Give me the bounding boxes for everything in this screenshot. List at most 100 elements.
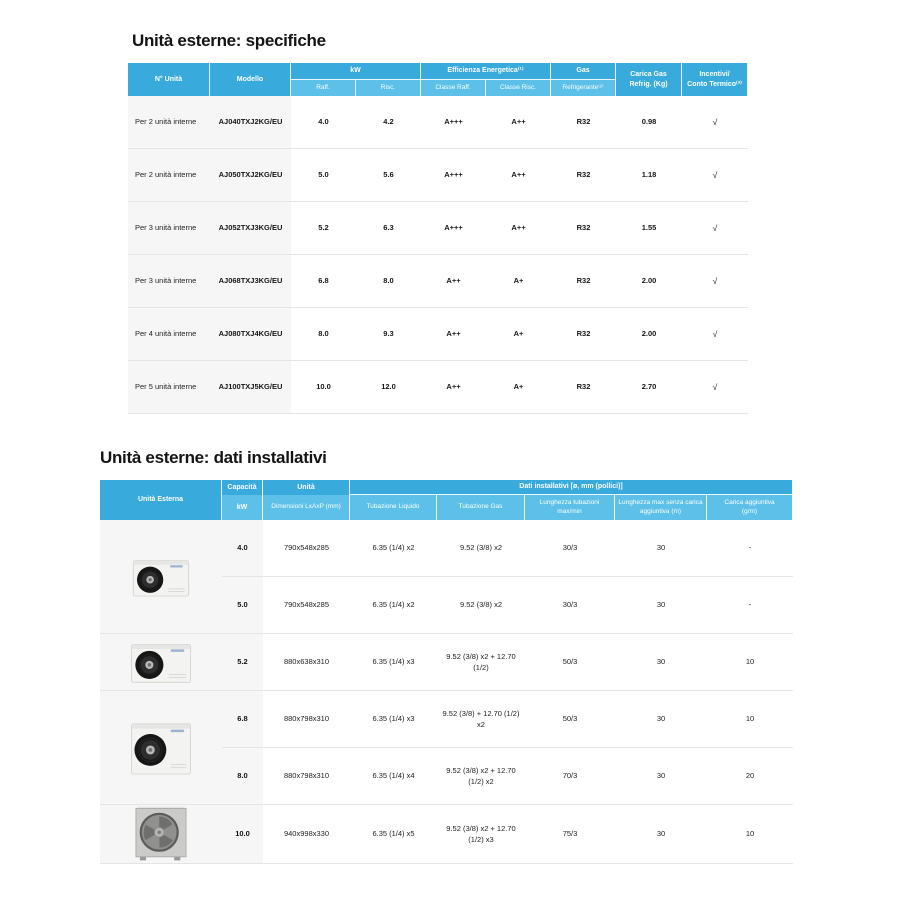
specs-table-row: Per 3 unità interne AJ068TXJ3KG/EU 6.8 8… — [128, 255, 748, 308]
tubazione-gas-value: 9.52 (3/8) x2 + 12.70 (1/2) x2 — [437, 748, 525, 805]
kw-raff-value: 8.0 — [291, 308, 356, 361]
col-header-incentivi: Incentivi/ Conto Termico⁽³⁾ — [682, 63, 748, 96]
col-header-carica-aggiuntiva: Carica aggiuntiva (g/m) — [707, 495, 794, 520]
tubazione-liquido-value: 6.35 (1/4) x5 — [350, 805, 437, 864]
tubazione-liquido-value: 6.35 (1/4) x2 — [350, 520, 437, 577]
tubazione-gas-value: 9.52 (3/8) x2 — [437, 577, 525, 634]
col-header-kw: kW — [222, 495, 263, 520]
outdoor-unit-image — [132, 805, 190, 863]
kw-risc-value: 6.3 — [356, 202, 421, 255]
install-table-row: 5.2 880x638x310 6.35 (1/4) x3 9.52 (3/8)… — [100, 634, 794, 691]
install-table-row: 8.0 880x798x310 6.35 (1/4) x4 9.52 (3/8)… — [100, 748, 794, 805]
classe-risc-value: A++ — [486, 202, 551, 255]
tubazione-gas-value: 9.52 (3/8) + 12.70 (1/2) x2 — [437, 691, 525, 748]
specs-table-row: Per 2 unità interne AJ040TXJ2KG/EU 4.0 4… — [128, 96, 748, 149]
incentivi-checkmark: √ — [682, 96, 748, 149]
col-header-tubazione-gas: Tubazione Gas — [437, 495, 525, 520]
capacita-value: 10.0 — [222, 805, 263, 864]
col-header-classe-raff: Classe Raff. — [421, 80, 486, 96]
n-unita-value: Per 3 unità interne — [128, 255, 210, 308]
carica-aggiuntiva-value: 10 — [707, 805, 794, 864]
dimensioni-value: 940x998x330 — [263, 805, 350, 864]
outdoor-unit-image — [132, 556, 190, 598]
capacita-value: 8.0 — [222, 748, 263, 805]
col-header-modello: Modello — [210, 63, 291, 96]
kw-raff-value: 5.0 — [291, 149, 356, 202]
classe-raff-value: A++ — [421, 361, 486, 414]
kw-risc-value: 9.3 — [356, 308, 421, 361]
carica-aggiuntiva-value: 20 — [707, 748, 794, 805]
col-header-classe-risc: Classe Risc. — [486, 80, 551, 96]
outdoor-unit-image — [130, 638, 192, 686]
lunghezza-max-value: 30 — [615, 691, 707, 748]
carica-gas-value: 1.18 — [616, 149, 682, 202]
modello-value: AJ050TXJ2KG/EU — [210, 149, 291, 202]
capacita-value: 5.0 — [222, 577, 263, 634]
modello-value: AJ080TXJ4KG/EU — [210, 308, 291, 361]
classe-risc-value: A++ — [486, 96, 551, 149]
lunghezza-max-value: 30 — [615, 748, 707, 805]
specs-table-row: Per 5 unità interne AJ100TXJ5KG/EU 10.0 … — [128, 361, 748, 414]
install-table-row: 6.8 880x798x310 6.35 (1/4) x3 9.52 (3/8)… — [100, 691, 794, 805]
n-unita-value: Per 2 unità interne — [128, 96, 210, 149]
incentivi-checkmark: √ — [682, 255, 748, 308]
n-unita-value: Per 2 unità interne — [128, 149, 210, 202]
kw-raff-value: 10.0 — [291, 361, 356, 414]
lunghezza-tubazioni-value: 50/3 — [525, 634, 615, 691]
classe-raff-value: A+++ — [421, 96, 486, 149]
col-group-efficienza-energetica: Efficienza Energetica⁽¹⁾ — [421, 63, 551, 80]
classe-risc-value: A+ — [486, 255, 551, 308]
lunghezza-tubazioni-value: 75/3 — [525, 805, 615, 864]
refrigerante-value: R32 — [551, 96, 616, 149]
modello-value: AJ040TXJ2KG/EU — [210, 96, 291, 149]
carica-aggiuntiva-value: 10 — [707, 634, 794, 691]
specs-table: N° Unità Modello kW Efficienza Energetic… — [128, 63, 748, 414]
refrigerante-value: R32 — [551, 255, 616, 308]
kw-raff-value: 5.2 — [291, 202, 356, 255]
carica-aggiuntiva-value: - — [707, 520, 794, 577]
classe-risc-value: A+ — [486, 308, 551, 361]
n-unita-value: Per 4 unità interne — [128, 308, 210, 361]
carica-gas-value: 0.98 — [616, 96, 682, 149]
outdoor-unit-large-photo — [100, 805, 222, 864]
refrigerante-value: R32 — [551, 202, 616, 255]
section-specifiche: Unità esterne: specifiche N° Unità Model… — [128, 31, 748, 414]
lunghezza-max-value: 30 — [615, 520, 707, 577]
modello-value: AJ100TXJ5KG/EU — [210, 361, 291, 414]
lunghezza-max-value: 30 — [615, 805, 707, 864]
install-table-row: 5.0 790x548x285 6.35 (1/4) x2 9.52 (3/8)… — [100, 577, 794, 634]
col-header-capacita: Capacità — [222, 480, 263, 495]
kw-risc-value: 5.6 — [356, 149, 421, 202]
classe-risc-value: A++ — [486, 149, 551, 202]
col-header-refrigerante: Refrigerante⁽²⁾ — [551, 80, 616, 96]
outdoor-unit-image — [130, 720, 192, 776]
specs-table-row: Per 3 unità interne AJ052TXJ3KG/EU 5.2 6… — [128, 202, 748, 255]
tubazione-liquido-value: 6.35 (1/4) x2 — [350, 577, 437, 634]
col-header-unita-esterna: Unità Esterna — [100, 480, 222, 520]
incentivi-checkmark: √ — [682, 202, 748, 255]
kw-risc-value: 8.0 — [356, 255, 421, 308]
tubazione-liquido-value: 6.35 (1/4) x3 — [350, 691, 437, 748]
outdoor-unit-small-photo — [100, 520, 222, 634]
kw-risc-value: 4.2 — [356, 96, 421, 149]
install-table-row: 10.0 940x998x330 6.35 (1/4) x5 9.52 (3/8… — [100, 805, 794, 864]
n-unita-value: Per 5 unità interne — [128, 361, 210, 414]
dimensioni-value: 790x548x285 — [263, 520, 350, 577]
carica-gas-value: 2.70 — [616, 361, 682, 414]
lunghezza-max-value: 30 — [615, 577, 707, 634]
col-header-carica-gas: Carica Gas Refrig. (Kg) — [616, 63, 682, 96]
tubazione-gas-value: 9.52 (3/8) x2 + 12.70 (1/2) — [437, 634, 525, 691]
classe-raff-value: A++ — [421, 255, 486, 308]
col-header-raff: Raff. — [291, 80, 356, 96]
tubazione-liquido-value: 6.35 (1/4) x4 — [350, 748, 437, 805]
carica-aggiuntiva-value: - — [707, 577, 794, 634]
tubazione-liquido-value: 6.35 (1/4) x3 — [350, 634, 437, 691]
lunghezza-tubazioni-value: 70/3 — [525, 748, 615, 805]
outdoor-unit-tall-photo — [100, 691, 222, 805]
specs-header-row-2: Raff. Risc. Classe Raff. Classe Risc. Re… — [128, 80, 748, 96]
carica-gas-value: 2.00 — [616, 255, 682, 308]
lunghezza-max-value: 30 — [615, 634, 707, 691]
incentivi-checkmark: √ — [682, 149, 748, 202]
dimensioni-value: 790x548x285 — [263, 577, 350, 634]
refrigerante-value: R32 — [551, 308, 616, 361]
